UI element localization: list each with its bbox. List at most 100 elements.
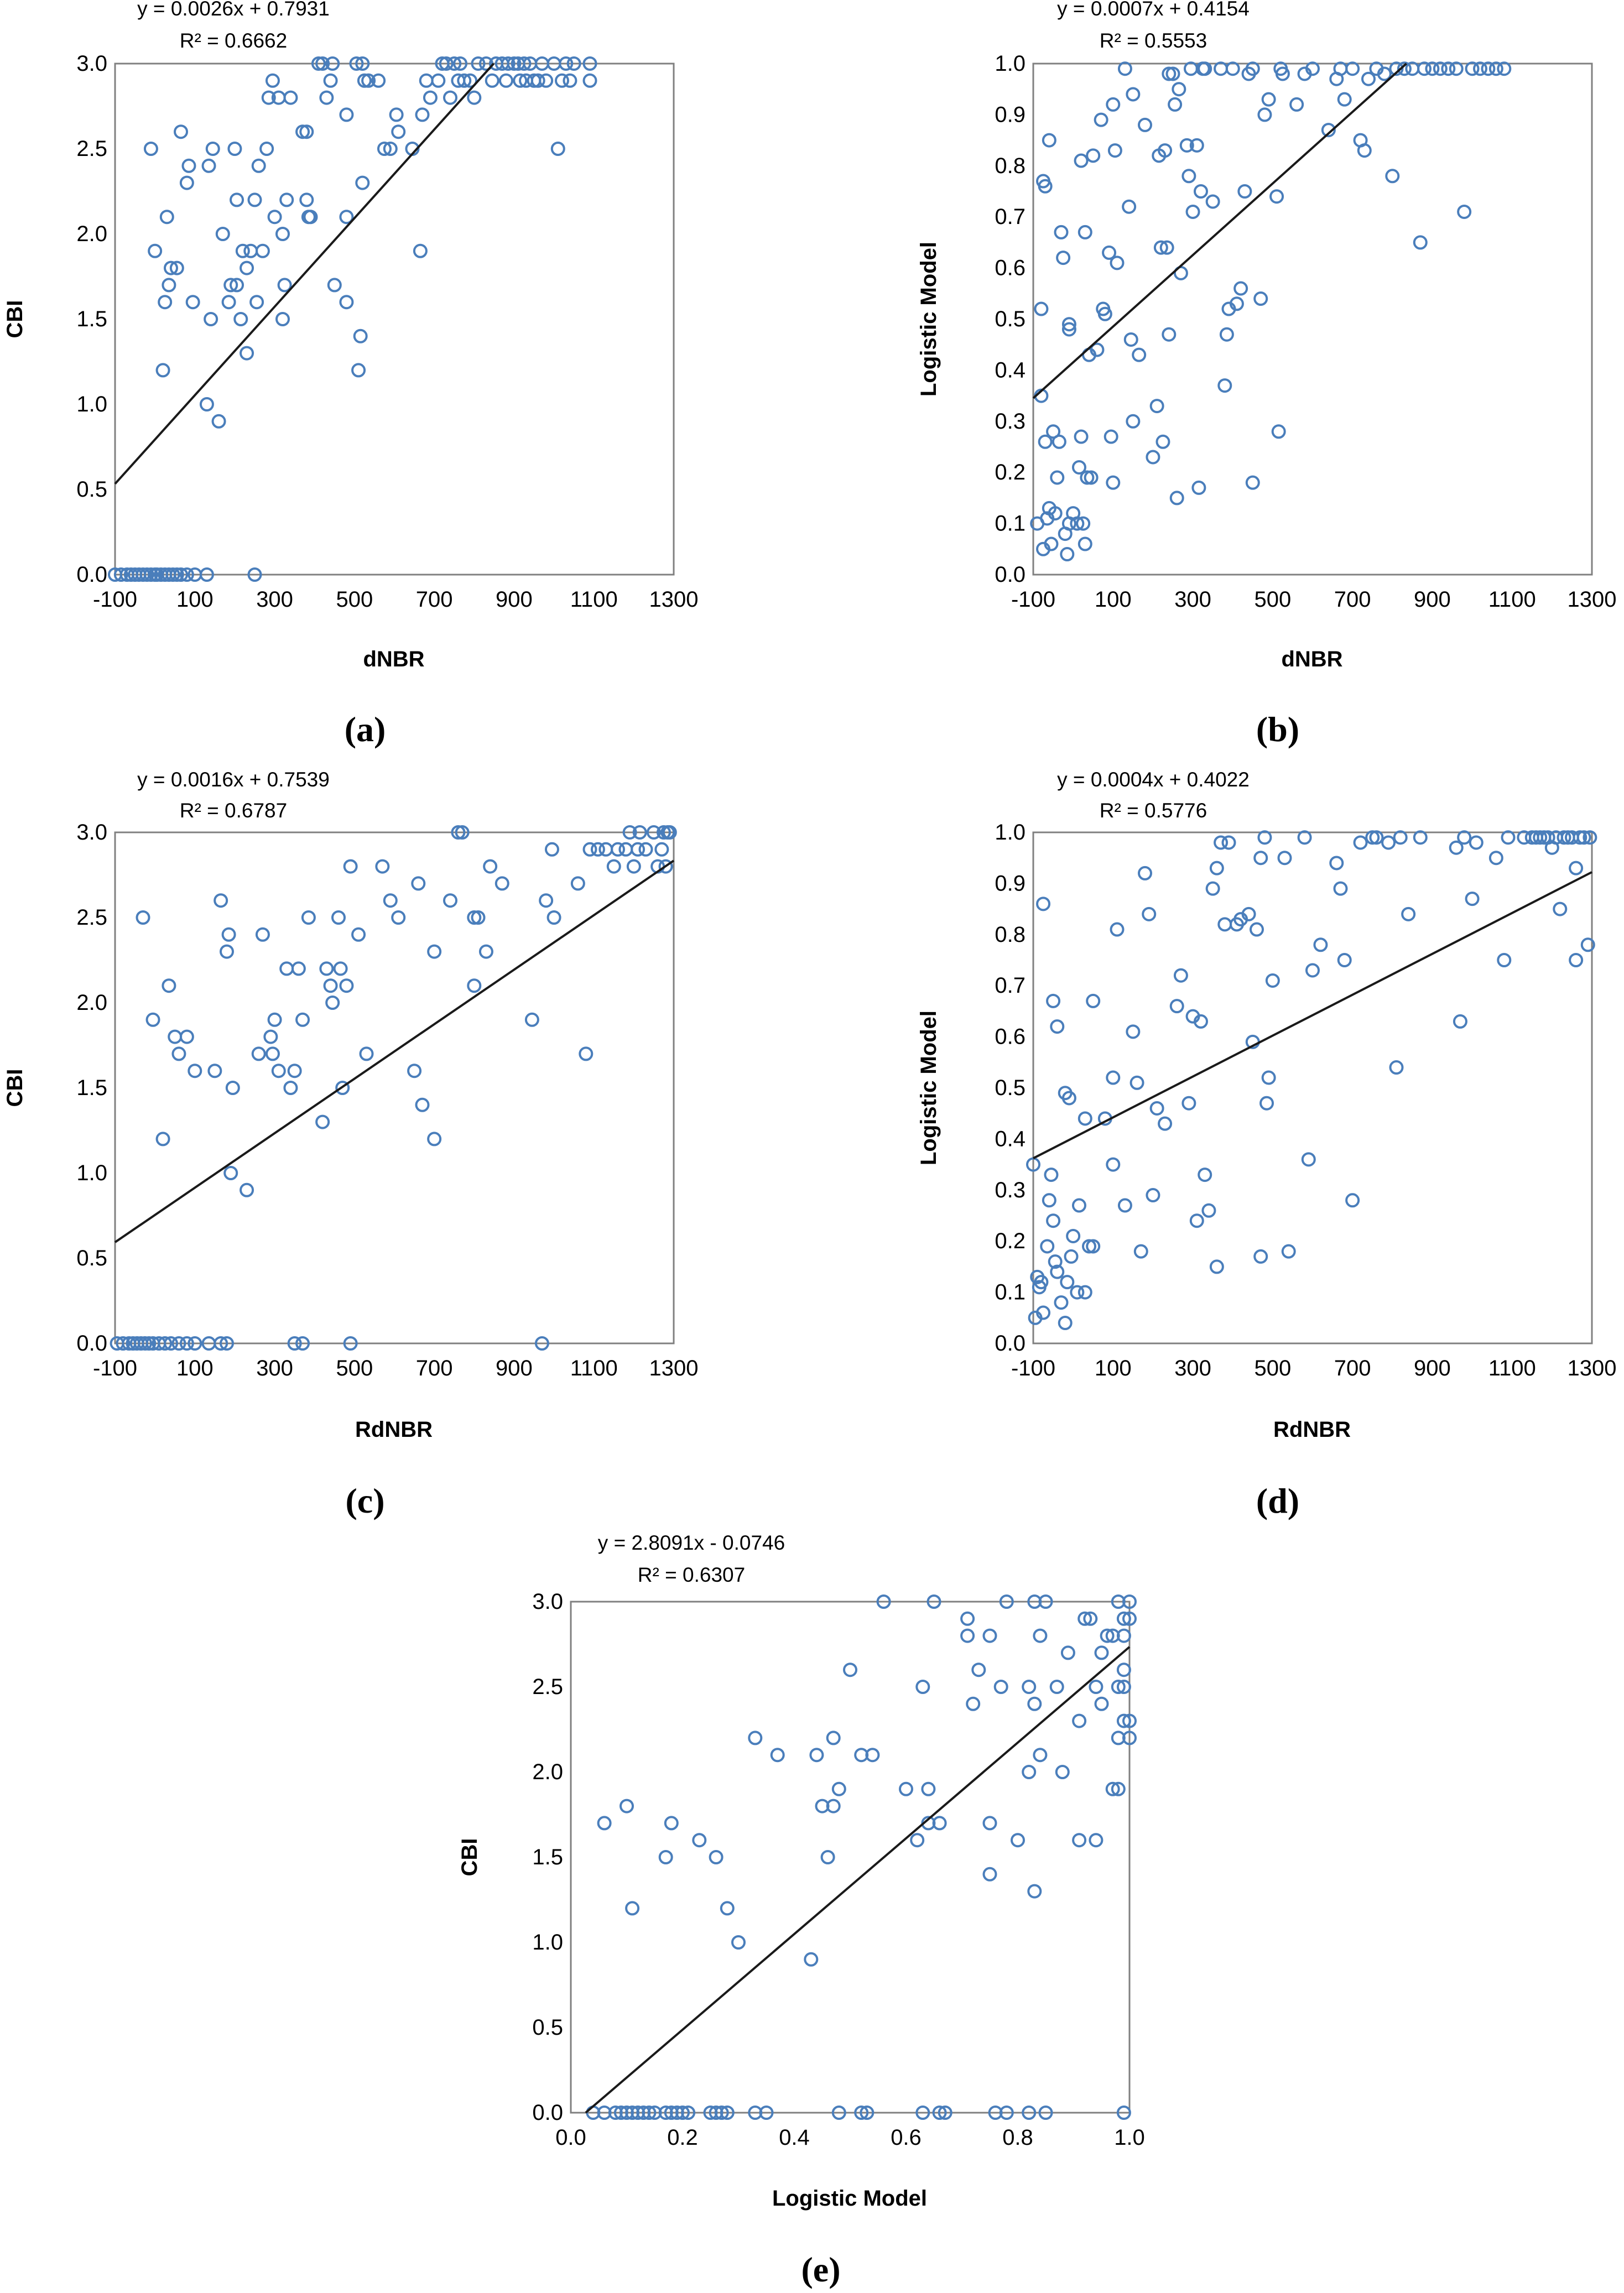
- panel-b-point: [1056, 251, 1071, 265]
- panel-b-point: [1457, 204, 1472, 219]
- panel-e-point: [843, 1663, 857, 1677]
- panel-b-point: [1146, 450, 1160, 465]
- panel-c-point: [427, 944, 442, 959]
- panel-e-point: [831, 2106, 846, 2120]
- panel-c-point: [351, 927, 366, 942]
- panel-a-point: [295, 124, 310, 139]
- panel-d-point: [1469, 835, 1484, 850]
- panel-e-point: [1083, 1611, 1098, 1626]
- panel-b-point: [1179, 138, 1194, 153]
- panel-b: y = 0.0007x + 0.4154 R² = 0.5553 0.00.10…: [917, 0, 1616, 749]
- panel-e-point: [1011, 1833, 1025, 1848]
- panel-a-ytick-label: 1.5: [76, 307, 107, 331]
- panel-a-point: [357, 73, 372, 88]
- panel-e-point: [938, 2106, 952, 2120]
- panel-b-plot-area: [1032, 62, 1593, 576]
- panel-c-point: [171, 1336, 186, 1351]
- panel-b-xtick-label: -100: [1011, 587, 1055, 612]
- panel-e-point: [876, 1594, 891, 1609]
- panel-c-point: [214, 1336, 228, 1351]
- panel-a-point: [162, 278, 176, 293]
- panel-b-point: [1126, 87, 1141, 102]
- panel-a-point: [550, 142, 565, 156]
- panel-d-ytick-label: 0.4: [995, 1127, 1026, 1151]
- panel-c-point: [483, 859, 498, 874]
- panel-a-point: [233, 312, 248, 326]
- panel-b-point: [1473, 61, 1487, 76]
- panel-e-point: [1116, 1611, 1131, 1626]
- panel-e-point: [1078, 1611, 1092, 1626]
- panel-a-point: [415, 107, 430, 122]
- panel-e-point: [1122, 1731, 1137, 1745]
- panel-c-point: [539, 893, 554, 908]
- panel-c-point: [223, 1166, 238, 1180]
- panel-e-r2: R² = 0.6307: [638, 1564, 745, 1586]
- panel-d-ytick-label: 0.9: [995, 871, 1026, 895]
- panel-a-xtick-label: 900: [496, 587, 533, 612]
- panel-b-point: [1465, 61, 1480, 76]
- panel-d-point: [1106, 1157, 1121, 1172]
- panel-c-point: [570, 876, 585, 891]
- panel-b-point: [1229, 296, 1244, 311]
- panel-e-xtick-label: 1.0: [1114, 2125, 1145, 2150]
- panel-d-point: [1209, 861, 1224, 875]
- panel-c-point: [471, 910, 486, 925]
- panel-b-point: [1132, 347, 1147, 362]
- panel-e-point: [1033, 1748, 1048, 1763]
- panel-b-xtick-labels: -100 100 300 500 700 900 1100 1300: [1011, 587, 1617, 612]
- panel-d-point: [1071, 1198, 1086, 1213]
- panel-d-point: [1061, 1091, 1076, 1106]
- panel-c-point: [415, 1097, 430, 1112]
- panel-a-ytick-label: 1.0: [76, 392, 107, 416]
- panel-b-ytick-label: 0.6: [995, 256, 1026, 280]
- panel-d-point: [1209, 1259, 1224, 1274]
- panel-b-point: [1433, 61, 1448, 76]
- panel-d-point: [1389, 1060, 1404, 1075]
- panel-c-point: [164, 1336, 178, 1351]
- panel-c-point: [207, 1064, 222, 1078]
- panel-c-point: [323, 978, 338, 993]
- panel-c-ytick-label: 0.0: [76, 1331, 107, 1356]
- panel-d-trendline: [1033, 871, 1592, 1160]
- panel-c-point: [145, 1012, 160, 1027]
- panel-d-point: [1257, 830, 1272, 845]
- panel-e-point: [899, 1781, 913, 1796]
- panel-d-point: [1465, 892, 1480, 906]
- panel-d-point: [1313, 937, 1328, 952]
- panel-e-xtick-label: 0.8: [1002, 2125, 1033, 2150]
- panel-a-point: [148, 243, 163, 258]
- panel-b-point: [1253, 291, 1268, 306]
- panel-e-point: [1022, 2106, 1037, 2120]
- panel-c-xtick-label: 1100: [570, 1356, 618, 1380]
- panel-d-point: [1126, 1024, 1141, 1039]
- panel-d-point: [1250, 922, 1264, 937]
- panel-a-point: [185, 295, 200, 310]
- panel-b-point: [1191, 480, 1206, 495]
- panel-d-point: [1149, 1101, 1164, 1116]
- panel-a-point: [539, 73, 554, 88]
- panel-d-point: [1301, 1152, 1316, 1167]
- panel-b-point: [1084, 470, 1099, 485]
- panel-b-point: [1497, 61, 1512, 76]
- panel-b-point: [1071, 460, 1086, 475]
- panel-c-point: [116, 1336, 131, 1351]
- panel-b-point: [1413, 235, 1428, 250]
- panel-d-point: [1106, 1070, 1121, 1085]
- panel-c-xtick-label: -100: [93, 1356, 137, 1380]
- panel-e-point: [854, 2106, 869, 2120]
- panel-b-point: [1345, 61, 1360, 76]
- panel-c-point: [271, 1064, 286, 1078]
- panel-c-point: [265, 1046, 280, 1061]
- panel-c-point: [524, 1012, 539, 1027]
- panel-a-point: [582, 56, 597, 71]
- panel-a-point: [303, 210, 318, 225]
- panel-d-point: [1194, 1014, 1208, 1029]
- panel-a-point: [566, 56, 581, 71]
- panel-b-point: [1042, 133, 1056, 148]
- panel-c-point: [221, 927, 236, 942]
- panel-a-point: [230, 278, 244, 293]
- panel-b-point: [1169, 491, 1184, 505]
- panel-b-point: [1245, 475, 1260, 490]
- panel-e-point: [1111, 1781, 1126, 1796]
- panel-d-point: [1189, 1213, 1204, 1228]
